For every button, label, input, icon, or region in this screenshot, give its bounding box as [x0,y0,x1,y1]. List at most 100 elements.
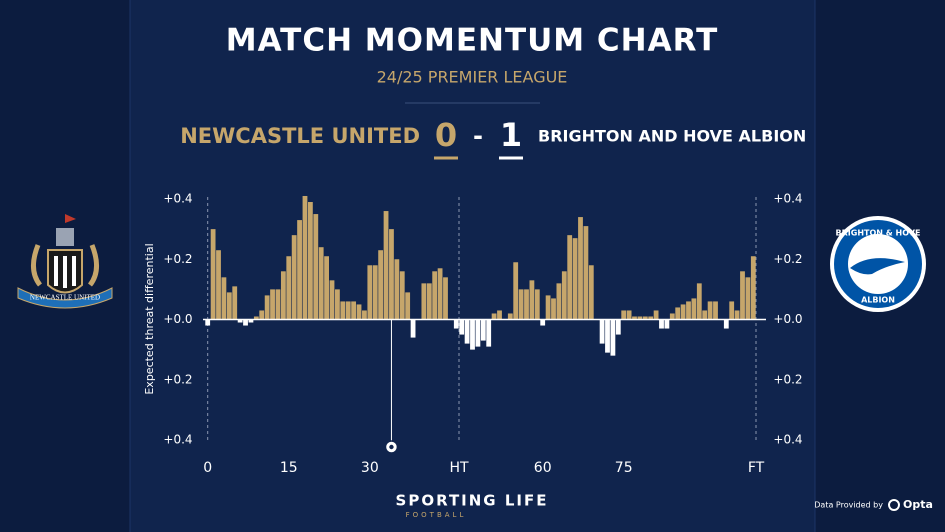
momentum-bar [686,301,691,320]
y-tick-label-right: +0.2 [773,252,802,266]
momentum-bar [518,289,524,320]
momentum-bar [340,301,346,320]
momentum-bar [351,301,357,320]
momentum-bar [713,301,718,320]
y-tick-label: +0.2 [163,372,192,386]
momentum-bar [270,289,275,320]
x-tick-label: 60 [534,460,552,476]
momentum-bar [750,256,756,320]
x-tick-label: FT [748,460,765,476]
momentum-bar [226,292,232,320]
momentum-bar [259,310,265,320]
brand-sub: FOOTBALL [406,511,467,519]
momentum-bar [426,283,432,320]
momentum-bar [459,319,465,335]
momentum-bar [615,319,621,335]
away-badge-top: BRIGHTON & HOVE [836,229,921,238]
momentum-bar [632,316,637,320]
momentum-bar [626,310,632,320]
momentum-bar [529,280,535,320]
momentum-bar [345,301,351,320]
x-tick-label: 0 [203,460,212,476]
y-tick-label: +0.0 [163,312,192,326]
momentum-bar [329,280,335,320]
momentum-bar [286,256,292,320]
provider: Opta [903,498,933,511]
momentum-bar [680,304,686,320]
brand: SPORTING LIFE [396,492,549,510]
momentum-bar [486,319,492,347]
credit: Data Provided by [814,501,883,510]
momentum-bar [648,316,654,320]
x-tick-label: 75 [615,460,633,476]
momentum-bar [221,277,227,320]
momentum-bar [578,217,583,320]
momentum-bar [389,229,394,320]
y-tick-label-right: +0.2 [773,372,802,386]
momentum-bar [675,307,681,320]
momentum-bar [421,283,427,320]
momentum-bar [534,289,540,320]
away-badge: BRIGHTON & HOVE ALBION [830,216,926,312]
momentum-bar [275,289,281,320]
plot: +0.4 +0.4 +0.2 +0.2 +0.0 +0.0 +0.2 +0.2 +0.4 +0.4… [163,192,802,477]
home-badge: NEWCASTLE UNITED [17,214,113,309]
momentum-bar [702,310,708,320]
momentum-bar [243,319,248,326]
momentum-bar [367,265,373,320]
momentum-bar [280,271,286,320]
momentum-bar [653,310,659,320]
y-tick-label-right: +0.4 [773,192,802,206]
momentum-bar [588,265,594,320]
away-team: BRIGHTON AND HOVE ALBION [538,127,806,146]
momentum-bar [399,271,405,320]
momentum-bar [621,310,627,320]
momentum-bar [464,319,470,344]
x-tick-label: 30 [361,460,379,476]
momentum-bar [734,310,740,320]
momentum-bar [599,319,605,344]
momentum-bar [513,262,519,320]
momentum-bar [659,319,664,329]
momentum-bar [664,319,670,329]
momentum-bar [642,316,648,320]
momentum-bar [637,316,643,320]
momentum-bar [740,271,745,320]
momentum-bar [453,319,459,329]
momentum-bar [475,319,481,347]
momentum-bar [691,298,697,320]
home-team: NEWCASTLE UNITED [180,124,420,148]
momentum-bar [394,259,400,320]
momentum-bar [480,319,486,341]
momentum-bar [362,310,367,320]
momentum-bar [237,319,243,323]
momentum-bar [507,313,513,320]
momentum-bar [372,265,378,320]
momentum-bar [729,301,735,320]
momentum-bar [313,214,319,320]
momentum-bar [610,319,616,356]
momentum-bar [524,289,529,320]
momentum-bar [405,292,411,320]
momentum-bar [583,226,589,320]
y-tick-label-right: +0.4 [773,433,802,447]
momentum-bar [723,319,729,329]
momentum-bar [561,271,567,320]
home-score: 0 [435,116,457,154]
momentum-bar [556,283,562,320]
momentum-bar [443,277,448,320]
momentum-bar [253,316,259,320]
momentum-bar [432,271,438,320]
y-tick-label: +0.2 [163,252,192,266]
momentum-bar [410,319,416,338]
y-axis-label: Expected threat differential [143,243,156,394]
momentum-bar [707,301,713,320]
momentum-bar [545,295,551,320]
momentum-bar [540,319,546,326]
momentum-bar [335,289,340,320]
home-badge-text: NEWCASTLE UNITED [30,294,100,302]
chart-title: MATCH MOMENTUM CHART [226,23,719,59]
chart-subtitle: 24/25 PREMIER LEAGUE [377,68,568,87]
goal-marker-dot [389,444,394,450]
